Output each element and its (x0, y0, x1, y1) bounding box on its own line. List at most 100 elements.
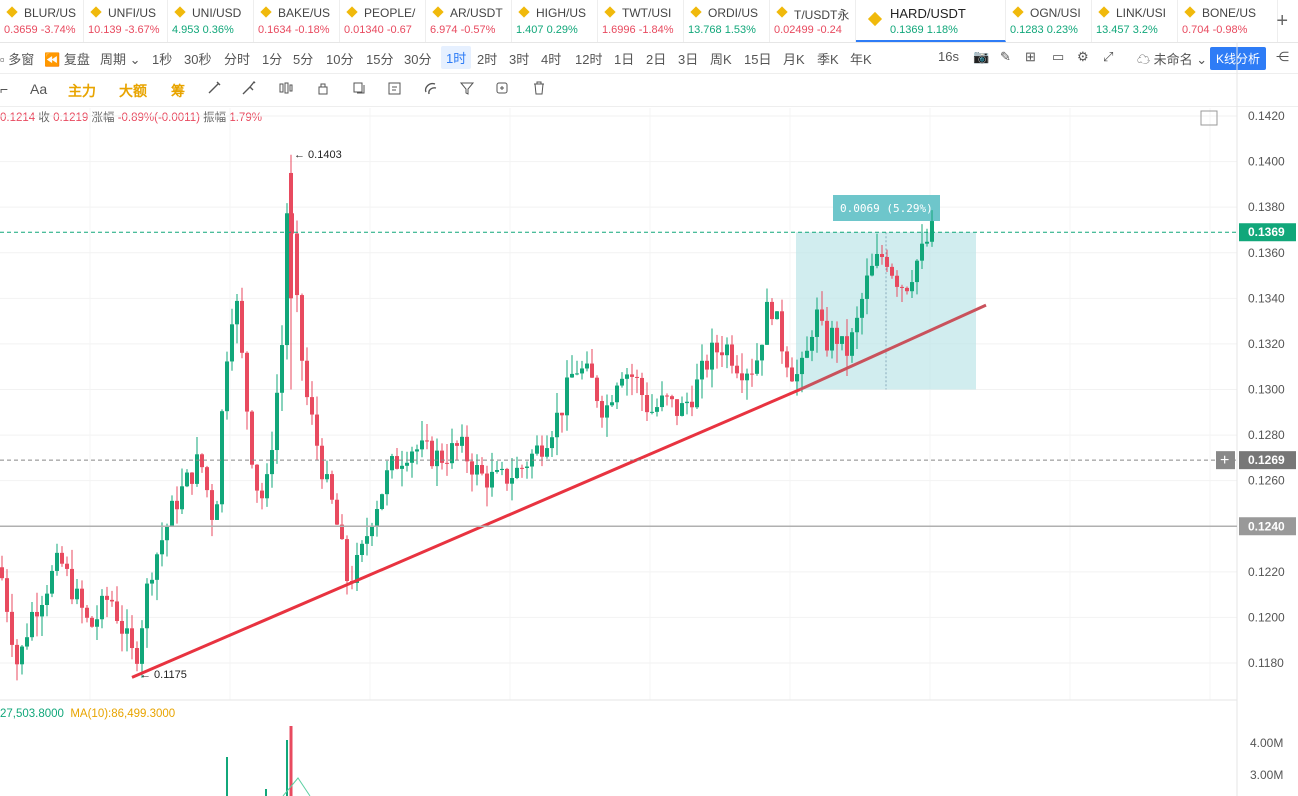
symbol-tab[interactable]: ORDI/US 13.768 1.53% (684, 0, 770, 42)
copy-icon[interactable] (351, 80, 367, 96)
candle-body (550, 437, 554, 449)
period-toolbar: ▫ 多窗 ⏪ 复盘 周期 ⌄ 1秒 30秒 分时 1分 5分 10分 15分 30分 1时 2时 3… (0, 43, 1298, 74)
interval-1[interactable]: 30秒 (184, 52, 212, 67)
interval-4[interactable]: 5分 (293, 52, 314, 67)
period-dropdown[interactable]: 周期 ⌄ (100, 52, 141, 67)
sync-icon[interactable] (494, 80, 510, 96)
symbol-tab[interactable]: BONE/US 0.704 -0.98% (1178, 0, 1278, 42)
main-force-indicator[interactable]: 主力 (68, 83, 96, 99)
candle-tool-icon[interactable] (278, 80, 294, 96)
interval-8[interactable]: 1时 (441, 46, 472, 69)
interval-7[interactable]: 30分 (404, 52, 432, 67)
lock-icon[interactable] (315, 80, 331, 96)
interval-6[interactable]: 15分 (366, 52, 394, 67)
crosshair-price-tag: 0.1269 (1248, 453, 1285, 467)
tab-symbol: BLUR/US (24, 6, 77, 20)
candle-body (540, 445, 544, 457)
symbol-tab[interactable]: LINK/USI 13.457 3.2% (1092, 0, 1178, 42)
candle-body (365, 536, 369, 544)
coin-icon (6, 6, 18, 18)
symbol-tab[interactable]: AR/USDT 6.974 -0.57% (426, 0, 512, 42)
camera-icon[interactable]: 📷 (973, 49, 990, 64)
replay-button[interactable]: ⏪ 复盘 (44, 52, 90, 67)
candle-body (745, 373, 749, 381)
interval-16[interactable]: 周K (710, 52, 732, 67)
interval-11[interactable]: 4时 (541, 52, 562, 67)
candle-body (75, 588, 79, 600)
coin-icon (260, 6, 272, 18)
symbol-tab[interactable]: T/USDT永 0.02499 -0.24 (770, 0, 856, 42)
candle-body (520, 467, 524, 469)
chips-indicator[interactable]: 筹 (171, 83, 185, 99)
tab-symbol: T/USDT永 (794, 8, 850, 22)
add-tab-icon[interactable]: + (1276, 10, 1288, 32)
candle-body (580, 368, 584, 374)
coin-icon (1098, 6, 1110, 18)
symbol-tab[interactable]: PEOPLE/0.01340 -0.67 (340, 0, 426, 42)
candle-body (175, 500, 179, 510)
filter-icon[interactable] (459, 80, 475, 96)
interval-14[interactable]: 2日 (646, 52, 667, 67)
font-tool[interactable]: Aa (30, 81, 48, 97)
candle-body (855, 317, 859, 333)
trash-icon[interactable] (531, 80, 547, 96)
interval-0[interactable]: 1秒 (152, 52, 173, 67)
ruler-pencil-icon[interactable] (206, 80, 222, 96)
multi-window-button[interactable]: ▫ 多窗 (0, 52, 35, 67)
interval-9[interactable]: 2时 (477, 52, 498, 67)
interval-2[interactable]: 分时 (224, 52, 251, 67)
candle-body (480, 465, 484, 474)
settings-gear-icon[interactable]: ⚙ (1077, 49, 1089, 64)
candle-body (125, 628, 129, 634)
last-price-tag-bg (1239, 223, 1296, 242)
interval-20[interactable]: 年K (850, 52, 872, 67)
candle-body (545, 448, 549, 457)
interval-18[interactable]: 月K (783, 52, 805, 67)
large-order-indicator[interactable]: 大额 (119, 83, 147, 99)
symbol-tab[interactable]: TWT/USI 1.6996 -1.84% (598, 0, 684, 42)
interval-3[interactable]: 1分 (262, 52, 283, 67)
pencil-icon[interactable]: ✎ (1000, 49, 1011, 64)
candle-body (370, 526, 374, 537)
magnet-icon[interactable] (423, 80, 439, 96)
symbol-tab[interactable]: OGN/USI 0.1283 0.23% (1006, 0, 1092, 42)
edit-box-icon[interactable] (387, 80, 403, 96)
y-tick-label: 0.1300 (1248, 383, 1285, 397)
brush-icon[interactable] (241, 80, 257, 96)
candle-body (225, 361, 229, 412)
interval-19[interactable]: 季K (817, 52, 839, 67)
interval-5[interactable]: 10分 (326, 52, 354, 67)
symbol-tab[interactable]: UNI/USD 4.953 0.36% (168, 0, 254, 42)
candle-body (900, 286, 904, 288)
crosshair-tool-icon[interactable]: ⌐ (0, 81, 9, 97)
tab-symbol: TWT/USI (622, 6, 672, 20)
cloud-layout-dropdown[interactable]: ☁ 未命名 ⌄ (1137, 52, 1208, 67)
interval-15[interactable]: 3日 (678, 52, 699, 67)
candle-body (825, 320, 829, 351)
kline-analysis-button[interactable]: K线分析 (1209, 47, 1266, 70)
symbol-tab[interactable]: HIGH/US 1.407 0.29% (512, 0, 598, 42)
candle-body (150, 579, 154, 584)
drawing-toolbar: ⌐ Aa 主力 大额 筹 (0, 74, 1298, 107)
layout-icon[interactable]: ⊞ (1025, 49, 1036, 64)
symbol-tab[interactable]: BLUR/US 0.3659 -3.74% (0, 0, 84, 42)
symbol-tab[interactable]: HARD/USDT 0.1369 1.18% (856, 0, 1006, 42)
candle-body (255, 464, 259, 491)
fullscreen-icon[interactable]: ⤢ (1103, 49, 1114, 64)
candle-body (605, 405, 609, 418)
tab-price-change: 0.1634 -0.18% (258, 24, 330, 36)
share-icon[interactable]: ⋲ (1276, 49, 1289, 64)
interval-10[interactable]: 3时 (509, 52, 530, 67)
interval-12[interactable]: 12时 (575, 52, 603, 67)
symbol-tabs-bar: BLUR/US 0.3659 -3.74% UNFI/US 10.139 -3.67%… (0, 0, 1298, 43)
symbol-tab[interactable]: BAKE/US 0.1634 -0.18% (254, 0, 340, 42)
candle-body (460, 436, 464, 446)
tab-price-change: 6.974 -0.57% (430, 24, 496, 36)
interval-17[interactable]: 15日 (744, 52, 772, 67)
candle-body (350, 581, 354, 583)
interval-13[interactable]: 1日 (614, 52, 635, 67)
candle-body (265, 474, 269, 499)
template-icon[interactable]: ▭ (1052, 49, 1065, 64)
symbol-tab[interactable]: UNFI/US 10.139 -3.67% (84, 0, 168, 42)
candle-body (840, 336, 844, 344)
